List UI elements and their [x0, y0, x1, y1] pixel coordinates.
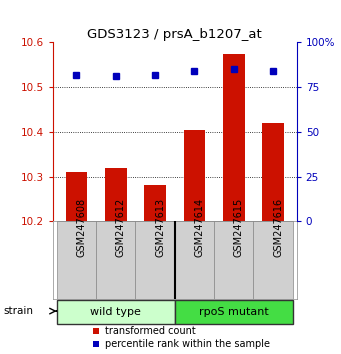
Bar	[214, 221, 253, 299]
Bar	[57, 301, 175, 324]
Text: GSM247613: GSM247613	[155, 198, 165, 257]
Legend: transformed count, percentile rank within the sample: transformed count, percentile rank withi…	[92, 326, 269, 349]
Bar	[65, 172, 87, 221]
Bar	[175, 221, 214, 299]
Bar	[144, 185, 166, 221]
Text: rpoS mutant: rpoS mutant	[199, 307, 269, 317]
Text: GSM247608: GSM247608	[76, 198, 87, 257]
Text: GSM247612: GSM247612	[116, 198, 126, 257]
Bar	[135, 221, 175, 299]
Bar	[175, 301, 293, 324]
Bar	[223, 54, 244, 221]
Text: strain: strain	[3, 306, 33, 316]
Text: GSM247616: GSM247616	[273, 198, 283, 257]
Bar	[262, 123, 284, 221]
Bar	[105, 167, 127, 221]
Text: wild type: wild type	[90, 307, 141, 317]
Title: GDS3123 / prsA_b1207_at: GDS3123 / prsA_b1207_at	[87, 28, 262, 41]
Bar	[183, 130, 205, 221]
Text: GSM247614: GSM247614	[194, 198, 204, 257]
Bar	[96, 221, 135, 299]
Bar	[57, 221, 96, 299]
Bar	[253, 221, 293, 299]
Text: GSM247615: GSM247615	[234, 198, 244, 257]
